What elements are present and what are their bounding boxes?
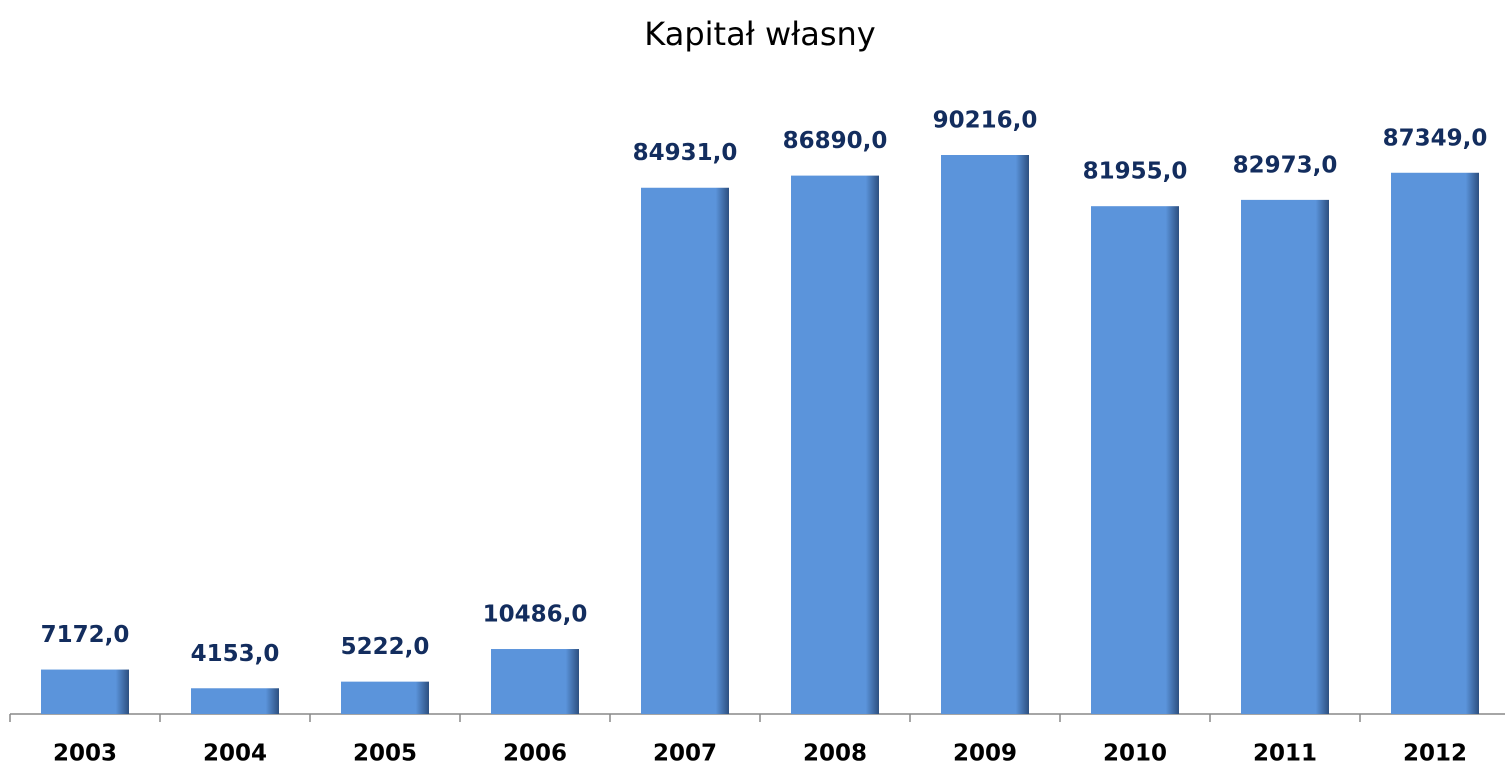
x-tick-label: 2010 xyxy=(1103,741,1167,767)
data-label: 10486,0 xyxy=(483,602,588,628)
x-tick-label: 2005 xyxy=(353,741,417,767)
data-label: 86890,0 xyxy=(783,128,888,154)
bar xyxy=(341,681,429,714)
data-label: 4153,0 xyxy=(191,641,280,667)
x-tick-label: 2011 xyxy=(1253,741,1317,767)
chart-title: Kapitał własny xyxy=(644,15,875,53)
x-tick-label: 2008 xyxy=(803,741,867,767)
bar xyxy=(941,155,1029,714)
x-tick-label: 2012 xyxy=(1403,741,1467,767)
data-label: 87349,0 xyxy=(1383,125,1488,151)
x-tick-label: 2009 xyxy=(953,741,1017,767)
bar xyxy=(491,649,579,714)
data-label: 84931,0 xyxy=(633,140,738,166)
bar xyxy=(641,187,729,714)
bar xyxy=(1391,172,1479,714)
x-tick-label: 2007 xyxy=(653,741,717,767)
bar xyxy=(1241,199,1329,714)
bar xyxy=(1091,206,1179,714)
bar xyxy=(191,688,279,714)
x-tick-label: 2004 xyxy=(203,741,267,767)
data-label: 90216,0 xyxy=(933,108,1038,134)
data-label: 7172,0 xyxy=(41,622,130,648)
data-label: 82973,0 xyxy=(1233,152,1338,178)
data-label: 5222,0 xyxy=(341,634,430,660)
x-tick-label: 2003 xyxy=(53,741,117,767)
data-label: 81955,0 xyxy=(1083,159,1188,185)
bar xyxy=(41,669,129,714)
x-tick-label: 2006 xyxy=(503,741,567,767)
bar xyxy=(791,175,879,714)
